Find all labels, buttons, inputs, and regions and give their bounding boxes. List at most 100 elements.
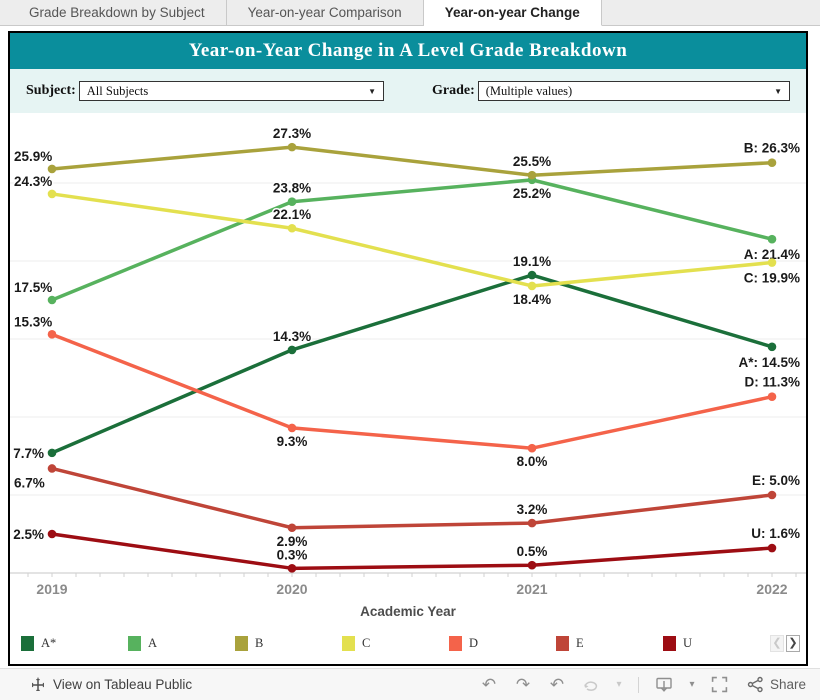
data-point-U[interactable] — [287, 564, 297, 573]
data-point-D[interactable] — [287, 423, 297, 433]
value-label-B: 25.5% — [513, 154, 551, 169]
undo-icon[interactable]: ↶ — [481, 674, 497, 694]
pause-caret-icon[interactable]: ▾ — [616, 679, 622, 690]
legend: A* A B C D E U ❮ ❯ — [10, 623, 806, 664]
data-point-B[interactable] — [287, 142, 297, 152]
data-point-E[interactable] — [527, 518, 537, 528]
data-point-C[interactable] — [527, 281, 537, 291]
tab-year-on-year-change[interactable]: Year-on-year Change — [423, 0, 602, 26]
data-point-U[interactable] — [527, 560, 537, 570]
x-axis-title: Academic Year — [360, 604, 457, 618]
data-point-C[interactable] — [767, 258, 777, 267]
tableau-footer: View on Tableau Public ↶ ↷ ↶ ▾ ▾ — [0, 668, 820, 700]
download-caret-icon[interactable]: ▾ — [689, 679, 695, 690]
series-line-B[interactable] — [50, 145, 774, 177]
grade-filter-label: Grade: — [432, 83, 475, 98]
share-label: Share — [769, 677, 806, 692]
value-label-D: D: 11.3% — [744, 375, 800, 390]
value-label-B: 25.9% — [14, 149, 52, 164]
value-label-A*: 19.1% — [513, 254, 551, 269]
data-point-C[interactable] — [287, 223, 297, 233]
value-label-A: 17.5% — [14, 280, 52, 295]
data-point-A*[interactable] — [527, 270, 537, 280]
legend-pager-prev-button[interactable]: ❮ — [770, 635, 784, 652]
tab-label: Year-on-year Comparison — [247, 5, 402, 20]
legend-item-D[interactable]: D — [449, 636, 556, 651]
legend-pager: ❮ ❯ — [770, 635, 800, 652]
redo-icon[interactable]: ↷ — [515, 674, 531, 694]
legend-swatch-C — [342, 636, 355, 651]
download-icon[interactable] — [647, 673, 681, 697]
tab-year-on-year-comparison[interactable]: Year-on-year Comparison — [226, 0, 424, 25]
subject-dropdown[interactable]: All Subjects ▼ — [78, 81, 384, 101]
data-point-B[interactable] — [527, 170, 537, 180]
series-line-A*[interactable] — [50, 273, 774, 455]
value-label-A: 25.2% — [513, 186, 551, 201]
share-icon — [747, 676, 763, 693]
subject-dropdown-value: All Subjects — [86, 83, 149, 98]
data-point-D[interactable] — [527, 443, 537, 453]
series-line-E[interactable] — [50, 466, 774, 530]
data-point-A[interactable] — [767, 234, 777, 244]
value-label-C: 22.1% — [273, 207, 311, 222]
tabbar-spacer — [0, 0, 8, 25]
data-point-E[interactable] — [47, 464, 57, 473]
dashboard: Year-on-Year Change in A Level Grade Bre… — [8, 31, 808, 666]
value-label-U: 0.3% — [277, 547, 308, 562]
share-button[interactable]: Share — [747, 676, 806, 693]
view-on-tableau-public-link[interactable]: View on Tableau Public — [30, 677, 192, 693]
subject-filter: Subject: All Subjects ▼ — [26, 81, 384, 101]
legend-item-C[interactable]: C — [342, 636, 449, 651]
series-line-C[interactable] — [50, 192, 774, 288]
data-point-B[interactable] — [767, 158, 777, 168]
legend-item-B[interactable]: B — [235, 636, 342, 651]
subject-filter-label: Subject: — [26, 83, 76, 98]
data-point-E[interactable] — [287, 523, 297, 533]
legend-label: A — [148, 636, 158, 650]
grade-dropdown-value: (Multiple values) — [485, 83, 573, 98]
legend-item-U[interactable]: U — [663, 636, 770, 651]
data-point-A*[interactable] — [287, 345, 297, 355]
grade-filter: Grade: (Multiple values) ▼ — [432, 81, 790, 101]
legend-item-A[interactable]: A — [128, 636, 235, 651]
legend-label: A* — [41, 636, 57, 650]
tab-label: Year-on-year Change — [444, 5, 580, 20]
data-point-U[interactable] — [767, 543, 777, 553]
legend-swatch-B — [235, 636, 248, 651]
legend-pager-next-button[interactable]: ❯ — [786, 635, 800, 652]
view-on-tableau-public-label: View on Tableau Public — [53, 677, 193, 692]
data-point-A[interactable] — [47, 295, 57, 305]
data-point-B[interactable] — [47, 164, 57, 174]
legend-label: U — [683, 636, 693, 650]
legend-item-A*[interactable]: A* — [21, 636, 128, 651]
value-label-U: U: 1.6% — [751, 526, 800, 541]
value-label-C: 18.4% — [513, 292, 551, 307]
data-point-U[interactable] — [47, 529, 57, 539]
line-chart: 2019 2020 2021 2022 Academic Year 7.7% 14.3% 19… — [10, 113, 806, 623]
legend-label: E — [576, 636, 584, 650]
sheet-tab-bar: Grade Breakdown by Subject Year-on-year … — [0, 0, 820, 26]
legend-swatch-A* — [21, 636, 34, 651]
series-line-A[interactable] — [50, 178, 774, 302]
footer-toolbar: ↶ ↷ ↶ ▾ ▾ — [472, 673, 820, 697]
legend-item-E[interactable]: E — [556, 636, 663, 651]
grade-dropdown[interactable]: (Multiple values) ▼ — [477, 81, 790, 101]
value-label-A*: 7.7% — [13, 446, 44, 461]
data-point-C[interactable] — [47, 189, 57, 199]
value-label-C: C: 19.9% — [744, 271, 800, 286]
series-line-D[interactable] — [50, 332, 774, 450]
fullscreen-icon[interactable] — [703, 673, 737, 697]
data-point-D[interactable] — [767, 392, 777, 402]
data-point-A*[interactable] — [767, 342, 777, 352]
data-point-A[interactable] — [287, 197, 297, 207]
data-point-D[interactable] — [47, 330, 57, 339]
data-point-E[interactable] — [767, 490, 777, 500]
refresh-icon[interactable] — [574, 673, 608, 697]
value-label-A: A: 21.4% — [744, 247, 800, 262]
data-point-A*[interactable] — [47, 448, 57, 458]
tab-grade-breakdown-by-subject[interactable]: Grade Breakdown by Subject — [8, 0, 227, 25]
series-line-U[interactable] — [50, 532, 774, 571]
value-label-U: 0.5% — [517, 544, 548, 559]
chart-canvas: 2019 2020 2021 2022 Academic Year 7.7% 14.3% 19… — [10, 125, 806, 619]
revert-icon[interactable]: ↶ — [549, 674, 565, 694]
